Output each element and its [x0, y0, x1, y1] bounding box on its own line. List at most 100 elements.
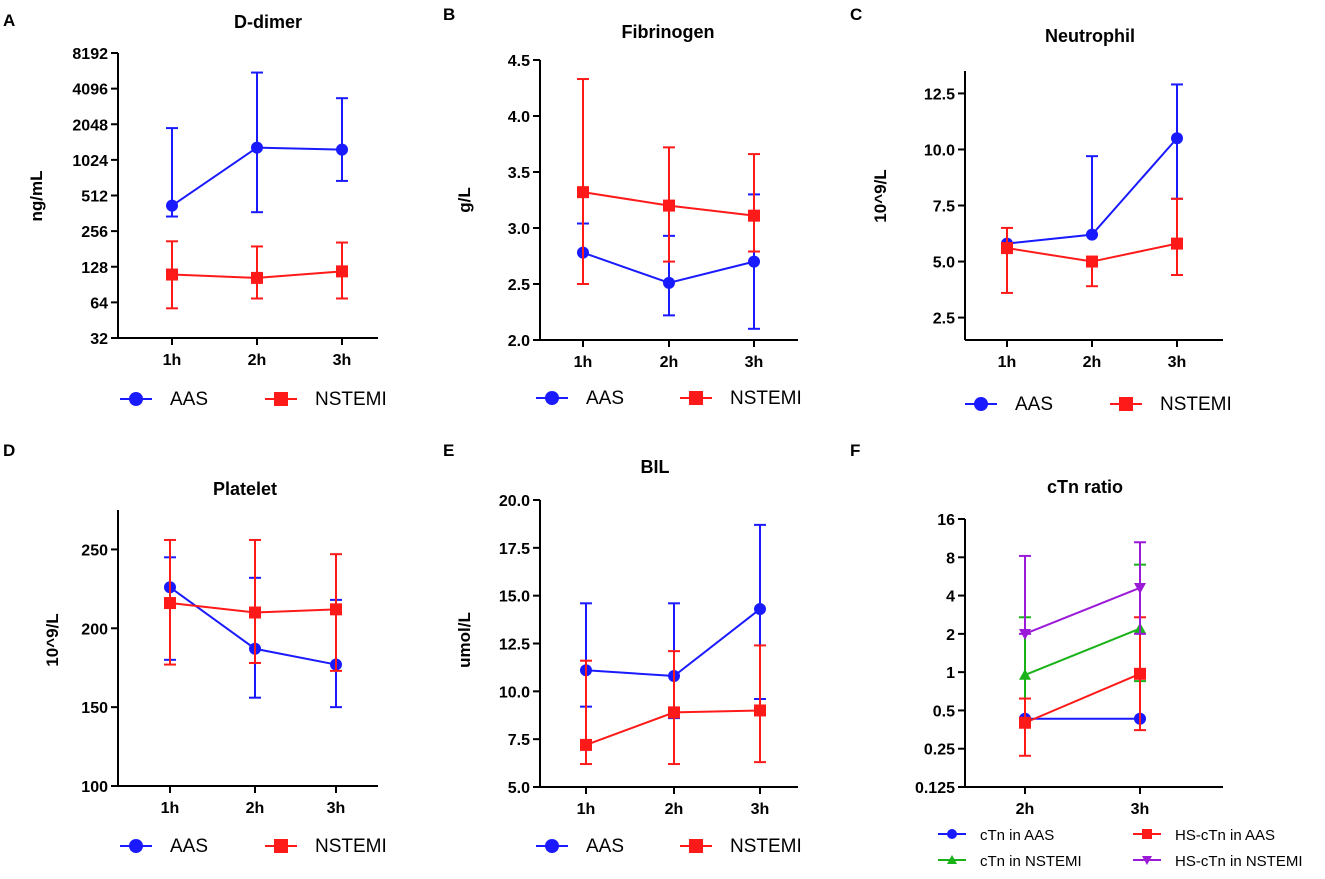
y-tick-label: 2 [946, 627, 955, 644]
x-tick-label: 2h [246, 800, 265, 817]
x-tick-label: 3h [333, 352, 352, 369]
legend-marker [274, 839, 288, 853]
data-point [336, 265, 348, 278]
legend-marker [1142, 829, 1152, 839]
y-tick-label: 250 [81, 542, 108, 559]
legend: cTn in AAS HS-cTn in AAS cTn in NSTEMI HS-c… [938, 827, 1303, 870]
legend-label: NSTEMI [730, 388, 802, 409]
y-tick-label: 32 [90, 331, 108, 348]
legend-label: NSTEMI [730, 836, 802, 857]
chart-title: BIL [641, 457, 670, 477]
panel-d: D Platelet 10^9/L 100 150 200 250 1h 2h 3h AAS NSTE… [3, 441, 387, 857]
y-tick-label: 4.5 [508, 53, 530, 70]
y-tick-label: 4.0 [508, 109, 530, 126]
x-tick-label: 3h [1131, 801, 1150, 818]
legend-marker [974, 397, 988, 411]
y-tick-label: 64 [90, 295, 108, 312]
data-point [754, 704, 766, 717]
series-line [1024, 627, 1141, 676]
y-axis-label: umol/L [455, 612, 474, 668]
y-tick-label: 5.0 [508, 780, 530, 797]
y-tick-label: 200 [81, 621, 108, 638]
data-point [1134, 667, 1146, 680]
data-point [748, 255, 760, 268]
x-tick-label: 1h [163, 352, 182, 369]
data-point [663, 276, 675, 289]
y-tick-label: 128 [81, 260, 108, 277]
x-tick-label: 2h [1083, 354, 1102, 371]
panel-b: B Fibrinogen g/L 2.0 2.5 3.0 3.5 4.0 4.5 1h 2h 3h AA… [443, 5, 802, 409]
legend-marker [689, 839, 703, 853]
y-tick-label: 16 [937, 512, 955, 529]
data-point [1019, 668, 1031, 680]
data-point [164, 597, 176, 610]
y-tick-label: 1024 [72, 153, 108, 170]
legend: AAS NSTEMI [536, 388, 802, 409]
series-aas [166, 71, 348, 218]
legend-marker [1142, 856, 1152, 865]
data-point [1086, 255, 1098, 268]
panel-letter: B [443, 5, 455, 24]
y-tick-label: 0.25 [924, 742, 955, 759]
data-point [754, 603, 766, 616]
chart-title: D-dimer [234, 12, 302, 32]
series-ctn-in-aas [1019, 712, 1146, 725]
data-point [251, 141, 263, 154]
y-tick-label: 3.5 [508, 165, 530, 182]
y-tick-label: 1 [946, 665, 955, 682]
data-point [336, 143, 348, 156]
y-tick-label: 7.5 [933, 199, 955, 216]
panel-letter: A [3, 11, 15, 30]
series-nstemi [580, 644, 766, 766]
y-tick-label: 150 [81, 700, 108, 717]
y-tick-label: 10.0 [499, 684, 530, 701]
series-ctn-in-nstemi [1019, 563, 1146, 720]
data-point [1171, 237, 1183, 250]
legend-marker [545, 839, 559, 853]
y-tick-label: 2.5 [933, 311, 955, 328]
chart-title: cTn ratio [1047, 477, 1123, 497]
y-axis-label: g/L [455, 187, 474, 213]
y-tick-label: 0.5 [933, 703, 955, 720]
data-point [577, 186, 589, 199]
y-tick-label: 7.5 [508, 732, 530, 749]
y-tick-label: 20.0 [499, 493, 530, 510]
y-tick-label: 0.125 [915, 780, 955, 797]
legend-label: AAS [586, 836, 624, 857]
series-line [1024, 672, 1141, 724]
x-tick-label: 3h [327, 800, 346, 817]
y-tick-label: 8 [946, 550, 955, 567]
legend-label: NSTEMI [1160, 394, 1232, 415]
y-axis-label: 10^9/L [43, 613, 62, 666]
data-point [166, 268, 178, 281]
legend: AAS NSTEMI [120, 836, 387, 857]
data-point [1086, 228, 1098, 241]
data-point [1171, 132, 1183, 145]
panel-letter: C [850, 5, 862, 24]
x-tick-label: 1h [577, 801, 596, 818]
panel-letter: E [443, 441, 454, 460]
legend-marker [129, 392, 143, 406]
series-nstemi [577, 78, 760, 285]
series-line [1024, 586, 1141, 635]
y-tick-label: 8192 [72, 46, 108, 63]
y-tick-label: 12.5 [924, 86, 955, 103]
legend-marker [947, 855, 957, 864]
series-nstemi [166, 240, 348, 310]
panel-a: A D-dimer ng/mL 32 64 128 256 512 1024 2048 4096 81… [3, 11, 387, 410]
y-tick-label: 2048 [72, 117, 108, 134]
data-point [580, 738, 592, 751]
y-tick-label: 15.0 [499, 589, 530, 606]
series-nstemi [1001, 197, 1183, 294]
legend-label: HS-cTn in AAS [1175, 827, 1275, 844]
y-tick-label: 100 [81, 779, 108, 796]
legend-label: HS-cTn in NSTEMI [1175, 853, 1303, 870]
legend-marker [947, 829, 957, 839]
y-tick-label: 17.5 [499, 541, 530, 558]
data-point [1019, 716, 1031, 729]
legend-label: NSTEMI [315, 836, 387, 857]
data-point [1134, 583, 1146, 594]
series-hs-ctn-in-nstemi [1019, 541, 1146, 640]
legend-label: AAS [170, 836, 208, 857]
